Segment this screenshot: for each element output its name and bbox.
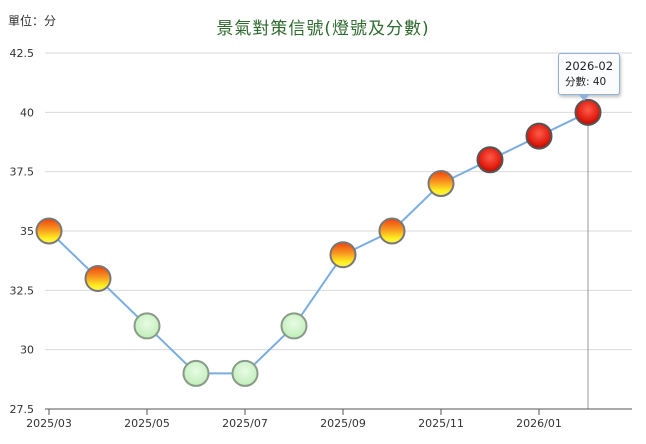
data-points (35, 98, 602, 387)
data-tooltip: 2026-02 分數: 40 (558, 53, 620, 95)
data-point-green (280, 312, 308, 340)
grid-lines (45, 52, 632, 409)
data-point-yellow-red (35, 217, 63, 245)
x-tick-label: 2025/11 (418, 417, 464, 430)
unit-label: 單位：分 (8, 14, 57, 28)
data-point-yellow-red (427, 170, 455, 198)
data-point-red (525, 122, 553, 150)
tooltip-date: 2026-02 (565, 59, 614, 73)
x-tick-label: 2025/09 (320, 417, 366, 430)
series-line (48, 111, 589, 375)
x-tick-label: 2026/01 (516, 417, 562, 430)
data-point-red (574, 98, 602, 126)
tooltip-pointer (578, 94, 590, 101)
axes: 27.5 30 32.5 35 37.5 40 42.5 2025/03 2025/05 2025… (10, 47, 632, 430)
y-tick-label: 35 (20, 225, 34, 238)
data-point-green (231, 359, 259, 387)
data-point-yellow-red (378, 217, 406, 245)
y-tick-label: 30 (20, 344, 34, 357)
data-point-yellow-red (84, 264, 112, 292)
y-tick-label: 42.5 (10, 47, 35, 60)
series-polyline (48, 111, 589, 375)
y-tick-label: 37.5 (10, 166, 35, 179)
x-tick-label: 2025/05 (124, 417, 170, 430)
data-point-yellow-red (329, 241, 357, 269)
y-tick-label: 27.5 (10, 403, 35, 416)
data-point-green (133, 312, 161, 340)
data-point-red (476, 146, 504, 174)
x-tick-label: 2025/07 (222, 417, 268, 430)
tooltip-value: 分數: 40 (565, 76, 607, 88)
data-point-green (182, 359, 210, 387)
x-tick-label: 2025/03 (26, 417, 72, 430)
chart-title: 景氣對策信號(燈號及分數) (216, 19, 430, 39)
y-tick-label: 40 (20, 106, 34, 119)
y-tick-label: 32.5 (10, 284, 35, 297)
